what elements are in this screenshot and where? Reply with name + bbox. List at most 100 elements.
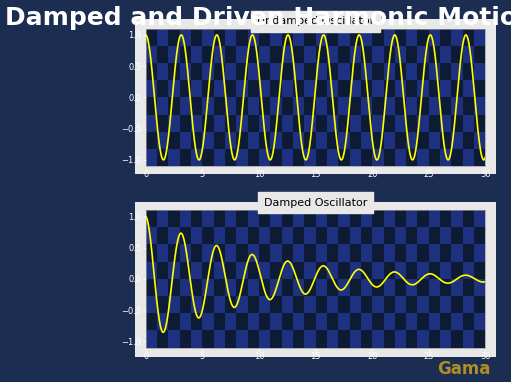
Bar [259,330,270,348]
Bar [361,227,372,244]
Bar [316,313,327,330]
Bar [168,46,180,63]
Bar [236,313,248,330]
Bar [225,115,236,132]
Bar [180,296,191,313]
Bar [452,29,463,46]
Bar [225,227,236,244]
Bar [417,29,429,46]
Bar [406,97,417,115]
Bar [225,330,236,348]
Bar [372,210,383,227]
Bar [168,29,180,46]
Bar [429,313,440,330]
Bar [304,330,315,348]
Bar [452,296,463,313]
Bar [225,279,236,296]
Bar [282,244,293,262]
Bar [214,115,225,132]
Bar [406,227,417,244]
Bar [474,63,485,80]
Bar [202,330,214,348]
Bar [146,279,157,296]
Bar [157,227,168,244]
Bar [236,29,248,46]
Bar [202,296,214,313]
Bar [417,132,429,149]
Bar [350,149,361,166]
Bar [157,46,168,63]
Bar [406,210,417,227]
Bar [247,80,259,97]
Bar [429,46,440,63]
Bar [417,227,429,244]
Bar [429,296,440,313]
Bar [225,46,236,63]
Bar [270,29,282,46]
Bar [214,296,225,313]
Bar [304,63,315,80]
Bar [372,262,383,279]
Bar [270,313,282,330]
Bar [429,227,440,244]
Bar [327,46,338,63]
Bar [383,313,395,330]
Bar [452,132,463,149]
Bar [417,63,429,80]
Bar [417,80,429,97]
Bar [350,330,361,348]
Bar [157,244,168,262]
Bar [327,63,338,80]
Bar [214,279,225,296]
Title: Undamped Oscillator: Undamped Oscillator [257,16,374,26]
Bar [395,262,406,279]
Bar [383,279,395,296]
Bar [463,63,474,80]
Bar [304,210,315,227]
Bar [350,279,361,296]
Bar [282,132,293,149]
Bar [247,262,259,279]
Bar [350,296,361,313]
Bar [372,149,383,166]
Bar [191,296,202,313]
Bar [214,29,225,46]
Bar [463,296,474,313]
Bar [225,210,236,227]
Bar [327,210,338,227]
Bar [372,63,383,80]
Bar [157,97,168,115]
Bar [429,244,440,262]
Bar [293,227,304,244]
Bar [304,279,315,296]
Bar [395,313,406,330]
Bar [395,63,406,80]
Bar [293,330,304,348]
Bar [304,227,315,244]
Bar [225,80,236,97]
Bar [361,149,372,166]
Bar [225,97,236,115]
Bar [282,46,293,63]
Bar [350,63,361,80]
Bar [168,227,180,244]
Bar [270,296,282,313]
Bar [180,63,191,80]
Bar [417,313,429,330]
Bar [406,115,417,132]
Bar [202,244,214,262]
Bar [236,132,248,149]
Bar [429,97,440,115]
Bar [236,115,248,132]
Bar [214,330,225,348]
Bar [225,244,236,262]
Bar [282,97,293,115]
Bar [202,279,214,296]
Bar [293,115,304,132]
Bar [191,330,202,348]
Bar [429,210,440,227]
Bar [304,132,315,149]
Bar [327,227,338,244]
Bar [338,80,350,97]
Bar [372,46,383,63]
